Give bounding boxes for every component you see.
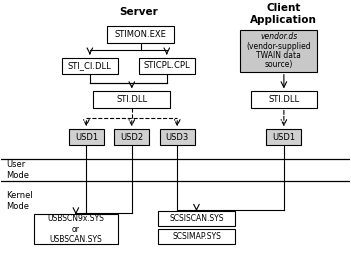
Text: (vendor-supplied: (vendor-supplied: [246, 42, 311, 51]
Text: STI.DLL: STI.DLL: [268, 95, 299, 104]
FancyBboxPatch shape: [93, 91, 170, 108]
Text: STI_CI.DLL: STI_CI.DLL: [68, 61, 112, 70]
Text: STI.DLL: STI.DLL: [116, 95, 147, 104]
Text: STICPL.CPL: STICPL.CPL: [144, 61, 190, 70]
FancyBboxPatch shape: [158, 211, 235, 226]
Text: vendor.ds: vendor.ds: [260, 32, 297, 41]
FancyBboxPatch shape: [114, 129, 149, 146]
Text: USBSCN9x.SYS
or
USBSCAN.SYS: USBSCN9x.SYS or USBSCAN.SYS: [47, 214, 104, 244]
Text: STIMON.EXE: STIMON.EXE: [114, 30, 166, 39]
FancyBboxPatch shape: [69, 129, 104, 146]
Text: USD1: USD1: [272, 133, 296, 142]
FancyBboxPatch shape: [62, 57, 118, 74]
Text: USD3: USD3: [166, 133, 189, 142]
Text: TWAIN data: TWAIN data: [256, 51, 301, 60]
Text: source): source): [264, 60, 293, 69]
Text: Client
Application: Client Application: [251, 4, 317, 25]
FancyBboxPatch shape: [160, 129, 195, 146]
Text: SCSIMAP.SYS: SCSIMAP.SYS: [172, 232, 221, 241]
Text: USD1: USD1: [75, 133, 98, 142]
Text: USD2: USD2: [120, 133, 143, 142]
FancyBboxPatch shape: [266, 129, 302, 146]
Text: SCSISCAN.SYS: SCSISCAN.SYS: [169, 214, 224, 223]
FancyBboxPatch shape: [34, 215, 118, 244]
FancyBboxPatch shape: [158, 229, 235, 243]
FancyBboxPatch shape: [240, 30, 317, 72]
Text: Kernel
Mode: Kernel Mode: [6, 191, 33, 211]
Text: User
Mode: User Mode: [6, 160, 29, 180]
Text: Server: Server: [119, 7, 158, 17]
FancyBboxPatch shape: [251, 91, 317, 108]
FancyBboxPatch shape: [139, 57, 195, 74]
FancyBboxPatch shape: [107, 26, 174, 43]
